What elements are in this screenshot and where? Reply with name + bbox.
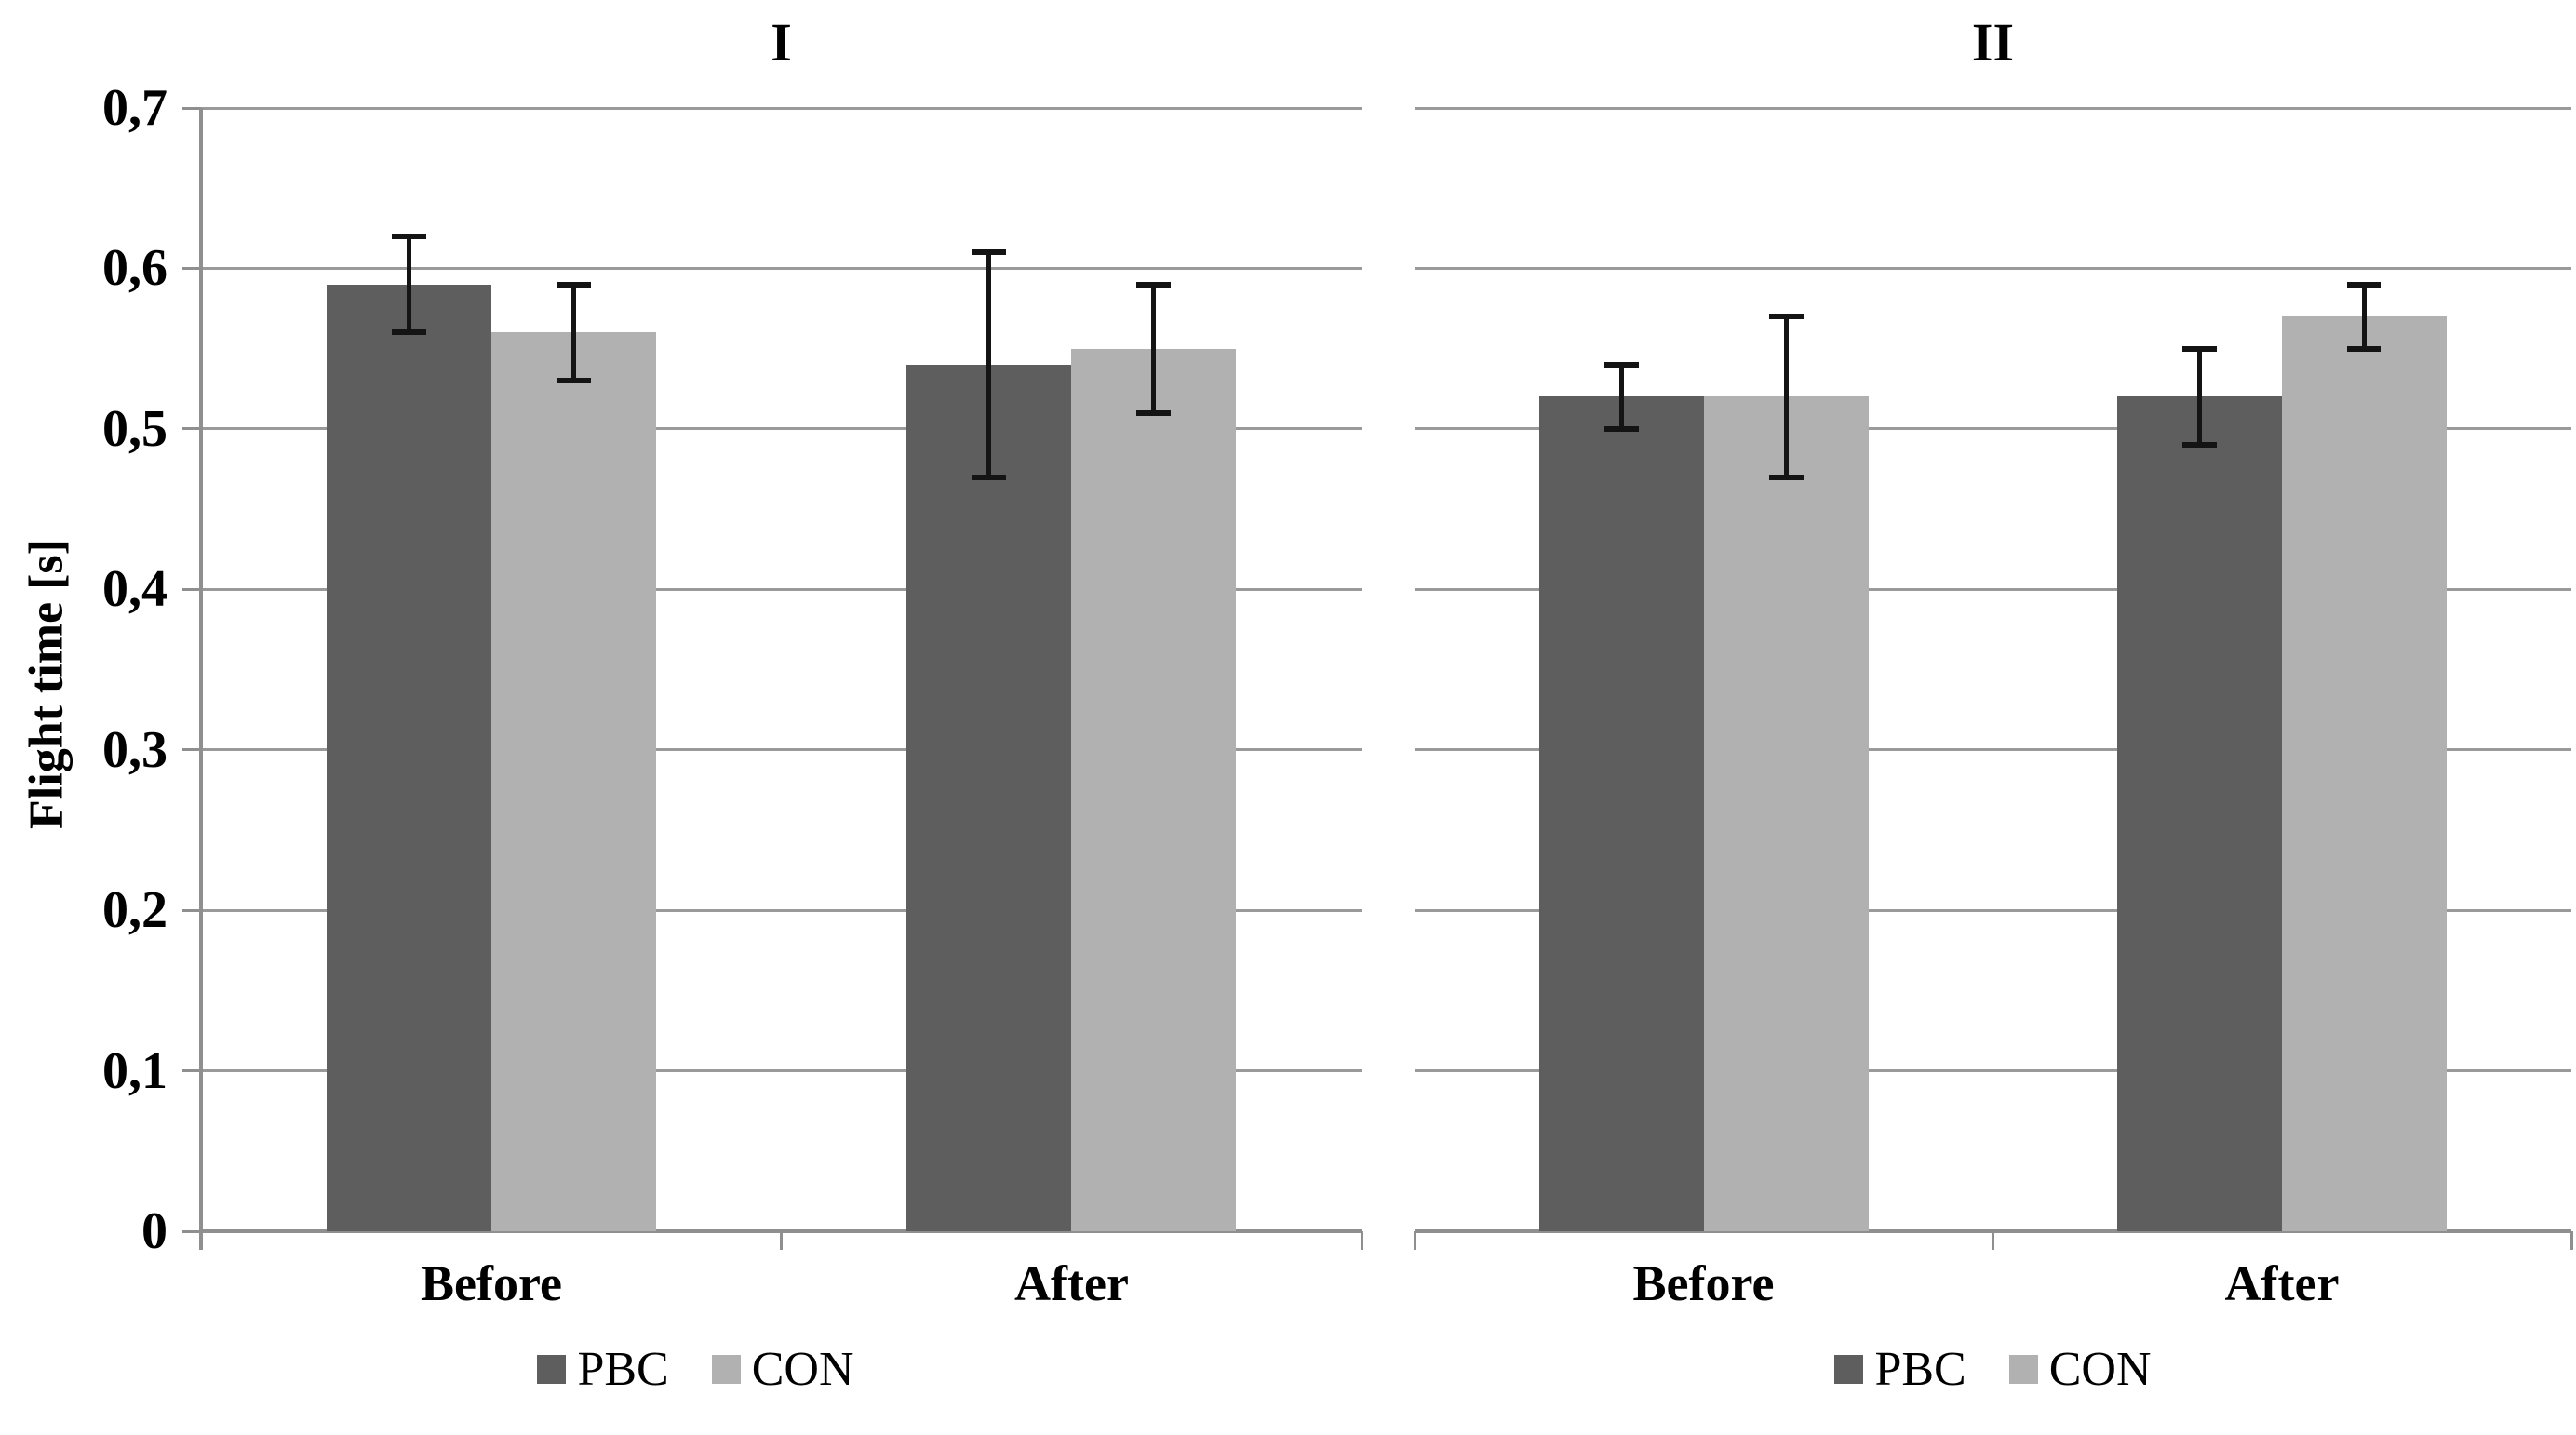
y-tick-label: 0,7: [102, 79, 168, 137]
error-bar-cap-bottom: [2347, 345, 2382, 352]
legend-swatch-con: [2008, 1354, 2038, 1384]
gridline: [1415, 427, 2571, 431]
axis-tick: [2569, 1231, 2573, 1250]
error-bar-cap-top: [972, 249, 1007, 256]
error-bar-cap-bottom: [972, 474, 1007, 480]
legend-swatch-pbc: [537, 1354, 567, 1384]
error-bar-line: [986, 252, 992, 477]
legend-item-con: CON: [2008, 1342, 2152, 1397]
category-label-before-2: Before: [1632, 1255, 1775, 1311]
gridline: [201, 106, 1362, 110]
y-tick-label: 0,5: [102, 399, 168, 458]
y-tick-label: 0,6: [102, 239, 168, 298]
bar-con: [2282, 316, 2448, 1231]
y-tick-label: 0,2: [102, 881, 168, 940]
error-bar-cap-bottom: [1136, 409, 1172, 416]
legend-label-con: CON: [751, 1342, 854, 1396]
legend-label-pbc: PBC: [577, 1342, 669, 1396]
bar-pbc: [2117, 396, 2283, 1231]
category-label-after-1: After: [1014, 1255, 1129, 1311]
error-bar-cap-bottom: [556, 378, 591, 384]
error-bar-cap-top: [391, 233, 426, 239]
gridline: [1415, 587, 2571, 591]
legend-swatch-con: [711, 1354, 741, 1384]
gridline: [201, 587, 1362, 591]
axis-tick: [182, 1069, 201, 1073]
axis-tick: [1992, 1231, 1994, 1250]
axis-tick: [182, 106, 201, 110]
legend-panel-2: PBC CON: [1415, 1336, 2571, 1401]
category-label-after-2: After: [2224, 1255, 2340, 1311]
bar-con: [1071, 348, 1237, 1231]
y-tick-label: 0: [141, 1202, 168, 1260]
error-bar-line: [570, 284, 576, 382]
error-bar-cap-bottom: [391, 329, 426, 336]
error-bar-cap-top: [2347, 281, 2382, 288]
gridline: [201, 266, 1362, 270]
error-bar-line: [1151, 284, 1157, 413]
error-bar-cap-bottom: [1768, 474, 1804, 480]
legend-item-pbc: PBC: [537, 1342, 669, 1397]
error-bar-cap-top: [1603, 361, 1639, 368]
bar-con: [490, 332, 656, 1231]
error-bar-cap-bottom: [2182, 442, 2218, 449]
legend-swatch-pbc: [1834, 1354, 1864, 1384]
legend-item-pbc: PBC: [1834, 1342, 1966, 1397]
gridline: [201, 1069, 1362, 1073]
bar-pbc: [326, 284, 491, 1231]
axis-tick: [1360, 1231, 1363, 1250]
error-bar-line: [2362, 284, 2368, 349]
bar-pbc: [1538, 396, 1704, 1231]
gridline: [201, 427, 1362, 431]
gridline: [201, 748, 1362, 752]
error-bar-cap-top: [1768, 314, 1804, 320]
legend-label-con: CON: [2048, 1342, 2152, 1396]
category-label-before-1: Before: [421, 1255, 562, 1311]
y-axis-line: [199, 108, 203, 1250]
legend-panel-1: PBC CON: [0, 1336, 1391, 1401]
gridline: [201, 908, 1362, 912]
panel-2-title: II: [1971, 12, 2015, 73]
gridline: [1415, 748, 2571, 752]
axis-tick: [182, 1229, 201, 1233]
axis-tick: [182, 748, 201, 752]
error-bar-cap-top: [2182, 345, 2218, 352]
bar-con: [1703, 396, 1869, 1231]
gridline: [1415, 106, 2571, 110]
legend-label-pbc: PBC: [1874, 1342, 1966, 1396]
y-tick-label: 0,4: [102, 560, 168, 619]
error-bar-cap-top: [1136, 281, 1172, 288]
axis-tick: [182, 587, 201, 591]
y-tick-label: 0,1: [102, 1041, 168, 1100]
axis-tick: [1413, 1231, 1416, 1250]
gridline: [1415, 1069, 2571, 1073]
error-bar-cap-bottom: [1603, 425, 1639, 432]
axis-tick: [182, 427, 201, 431]
error-bar-line: [1618, 364, 1624, 429]
bar-pbc: [906, 364, 1072, 1231]
error-bar-line: [1783, 316, 1789, 477]
gridline: [1415, 266, 2571, 270]
y-tick-label: 0,3: [102, 720, 168, 779]
axis-tick: [182, 908, 201, 912]
axis-tick: [780, 1231, 783, 1250]
gridline: [1415, 908, 2571, 912]
error-bar-cap-top: [556, 281, 591, 288]
panel-1-title: I: [771, 12, 792, 73]
axis-tick: [182, 266, 201, 270]
error-bar-line: [2197, 348, 2203, 446]
legend-item-con: CON: [711, 1342, 854, 1397]
error-bar-line: [406, 235, 411, 333]
